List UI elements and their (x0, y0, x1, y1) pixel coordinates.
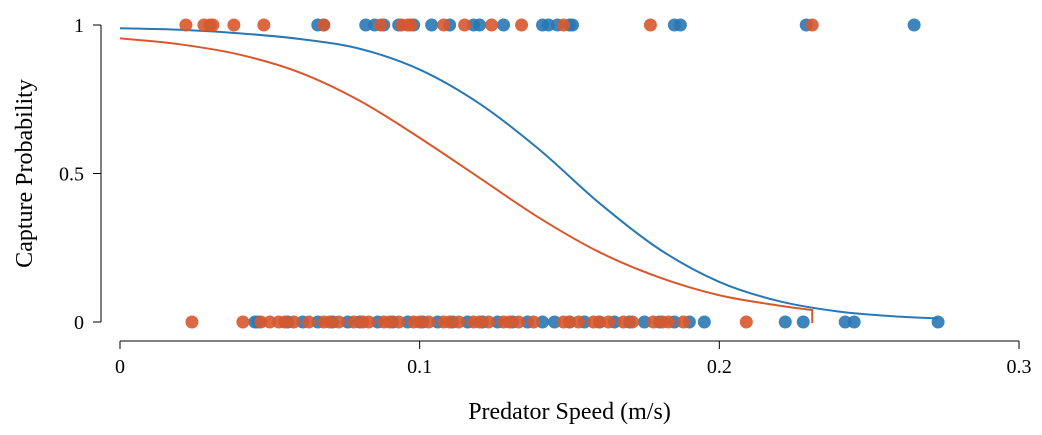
x-ticks: 0 0.1 0.2 0.3 (115, 341, 1032, 378)
orange-point-escaped (571, 315, 585, 329)
x-tick-label: 0.3 (1007, 356, 1032, 378)
orange-point-escaped (323, 315, 337, 329)
y-tick-label: 1 (74, 15, 84, 37)
orange-point-captured (557, 18, 571, 32)
orange-point-captured (515, 18, 529, 32)
orange-point-escaped (661, 315, 675, 329)
orange-point-escaped (601, 315, 615, 329)
blue-point-captured (542, 18, 556, 32)
blue-point-escaped (796, 315, 810, 329)
orange-fit-curve (119, 37, 814, 324)
orange-point-escaped (263, 315, 277, 329)
blue-point-escaped (637, 315, 651, 329)
orange-point-captured (227, 18, 241, 32)
y-axis-label: Capture Probability (12, 79, 38, 268)
orange-point-captured (805, 18, 819, 32)
orange-point-escaped (302, 315, 316, 329)
blue-fit-curve (119, 27, 939, 320)
x-tick-label: 0.2 (707, 356, 732, 378)
orange-point-escaped (592, 315, 606, 329)
orange-point-escaped (185, 315, 199, 329)
orange-point-escaped (625, 315, 639, 329)
orange-point-escaped (527, 315, 541, 329)
x-axis-label: Predator Speed (m/s) (468, 399, 671, 425)
blue-point-captured (473, 18, 487, 32)
orange-point-escaped (563, 315, 576, 329)
x-tick-label: 0 (115, 356, 125, 378)
blue-point-escaped (838, 315, 852, 329)
orange-point-captured (257, 18, 271, 32)
blue-point-captured (673, 18, 687, 32)
data-points (179, 18, 945, 329)
orange-point-escaped (413, 315, 427, 329)
orange-point-escaped (739, 315, 753, 329)
orange-point-captured (404, 18, 418, 32)
orange-point-escaped (452, 315, 466, 329)
y-tick-label: 0.5 (59, 164, 84, 186)
orange-point-escaped (443, 315, 457, 329)
orange-point-escaped (347, 315, 361, 329)
orange-point-captured (317, 18, 331, 32)
orange-point-escaped (482, 315, 496, 329)
orange-point-captured (485, 18, 499, 32)
orange-point-captured (437, 18, 451, 32)
blue-point-captured (565, 18, 579, 32)
orange-point-escaped (392, 315, 406, 329)
y-ticks: 00.51 (59, 15, 101, 334)
orange-point-escaped (278, 315, 292, 329)
y-tick-label: 0 (74, 312, 84, 334)
orange-point-escaped (646, 315, 660, 329)
orange-point-escaped (473, 315, 487, 329)
orange-point-escaped (287, 315, 301, 329)
orange-point-escaped (512, 315, 526, 329)
blue-point-captured (359, 18, 373, 32)
orange-point-captured (179, 18, 193, 32)
x-tick-label: 0.1 (407, 356, 432, 378)
blue-point-escaped (847, 315, 861, 329)
fit-curves (119, 27, 939, 324)
orange-point-escaped (332, 315, 346, 329)
orange-point-escaped (254, 315, 268, 329)
blue-point-escaped (536, 315, 550, 329)
axes (100, 25, 1019, 342)
blue-point-escaped (697, 315, 711, 329)
blue-point-escaped (931, 315, 945, 329)
orange-point-escaped (383, 315, 397, 329)
blue-point-escaped (548, 315, 562, 329)
blue-point-escaped (778, 315, 792, 329)
orange-point-escaped (676, 315, 690, 329)
orange-point-captured (458, 18, 472, 32)
orange-point-escaped (503, 315, 517, 329)
orange-point-escaped (616, 315, 630, 329)
orange-point-captured (206, 18, 220, 32)
orange-point-captured (374, 18, 388, 32)
orange-point-escaped (422, 315, 436, 329)
blue-point-captured (497, 18, 511, 32)
orange-point-captured (643, 18, 657, 32)
blue-point-captured (907, 18, 921, 32)
orange-point-escaped (362, 315, 376, 329)
orange-point-escaped (236, 315, 250, 329)
blue-point-captured (425, 18, 439, 32)
